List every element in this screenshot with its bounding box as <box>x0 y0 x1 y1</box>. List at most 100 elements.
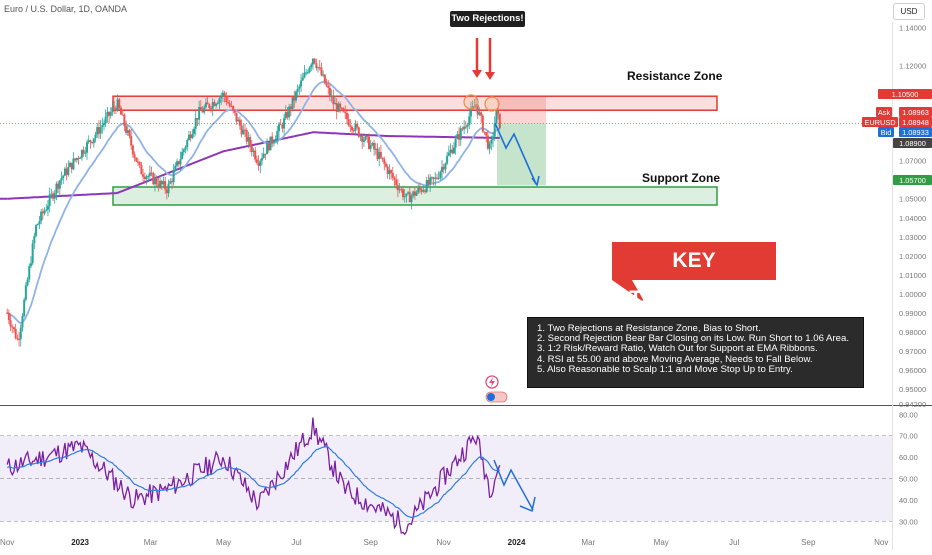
time-tick-label: Mar <box>144 538 158 547</box>
candle-body <box>498 113 501 129</box>
candle-body <box>430 177 433 179</box>
candle-body <box>210 107 213 109</box>
candle-body <box>204 102 207 108</box>
candle-body <box>142 174 145 177</box>
candle-body <box>19 327 22 340</box>
candle-body <box>164 181 167 190</box>
candle-body <box>478 112 481 115</box>
candle-body <box>374 148 377 150</box>
candle-body <box>225 96 228 103</box>
candle-body <box>272 141 275 143</box>
time-tick-label: Sep <box>801 538 816 547</box>
candle-body <box>31 243 34 264</box>
price-tick-label: 1.01000 <box>899 271 926 280</box>
candle-body <box>369 144 372 149</box>
candle-body <box>45 209 48 211</box>
candle-body <box>152 173 155 185</box>
candle-body <box>342 108 345 112</box>
candle-body <box>254 150 257 160</box>
candle-body <box>140 165 143 175</box>
candle-body <box>182 149 185 152</box>
price-tick-label: 0.96000 <box>899 366 926 375</box>
candle-body <box>113 107 116 109</box>
candle-body <box>18 339 21 341</box>
price-tag <box>899 107 932 117</box>
candle-body <box>405 193 408 197</box>
toggle-knob[interactable] <box>487 393 495 401</box>
candle-body <box>332 96 335 105</box>
candle-body <box>276 131 279 140</box>
candle-body <box>488 143 491 149</box>
candle-body <box>103 123 106 126</box>
candle-body <box>111 107 114 113</box>
candle-body <box>373 142 376 150</box>
candle-body <box>266 143 269 155</box>
candle-body <box>116 99 119 111</box>
price-tag-label: 1.08948 <box>902 118 929 127</box>
candle-body <box>65 168 68 175</box>
candle-body <box>412 191 415 196</box>
candle-body <box>252 150 255 153</box>
candle-body <box>298 86 301 89</box>
candle-body <box>170 181 173 183</box>
candle-body <box>293 97 296 101</box>
candle-body <box>9 320 12 327</box>
candle-body <box>432 177 435 179</box>
candle-body <box>191 133 194 139</box>
candle-body <box>199 107 202 111</box>
price-tag-label: Ask <box>878 108 891 117</box>
time-tick-label: Jul <box>291 538 301 547</box>
candle-body <box>259 160 262 166</box>
candle-body <box>220 96 223 99</box>
candle-body <box>296 88 299 92</box>
candle-body <box>172 171 175 183</box>
candle-body <box>403 196 406 198</box>
candle-body <box>381 157 384 160</box>
candle-body <box>361 135 364 142</box>
candle-body <box>418 187 421 190</box>
candle-body <box>228 103 231 106</box>
time-tick-label: Jul <box>729 538 739 547</box>
note-line-3: 3. 1:2 Risk/Reward Ratio, Watch Out for … <box>537 343 818 355</box>
candle-body <box>383 159 386 164</box>
candle-body <box>208 104 211 108</box>
time-tick-label: Nov <box>0 538 14 547</box>
key-takeaways-banner: KEY TAKEAWAYS <box>612 242 776 310</box>
candle-body <box>444 163 447 170</box>
candle-body <box>242 129 245 135</box>
candle-body <box>162 181 165 185</box>
candle-body <box>145 176 148 179</box>
candle-body <box>475 104 478 107</box>
candle-body <box>340 107 343 109</box>
candle-body <box>401 189 404 198</box>
candle-body <box>238 119 241 126</box>
price-projection-arrowhead <box>531 175 540 187</box>
note-line-1: 1. Two Rejections at Resistance Zone, Bi… <box>537 323 761 334</box>
candle-body <box>257 162 260 166</box>
candle-body <box>357 127 360 137</box>
currency-button[interactable]: USD <box>893 3 925 20</box>
candle-body <box>40 211 43 222</box>
time-tick-label: Nov <box>874 538 888 547</box>
candle-body <box>221 92 224 97</box>
candle-body <box>6 312 9 314</box>
candle-body <box>201 110 204 113</box>
candle-body <box>446 155 449 164</box>
candle-body <box>464 126 467 128</box>
candle-body <box>26 279 29 286</box>
candle-body <box>407 192 410 194</box>
symbol-title[interactable]: Euro / U.S. Dollar, 1D, OANDA <box>4 4 128 14</box>
candle-body <box>58 180 61 189</box>
price-tick-label: 1.00000 <box>899 290 926 299</box>
candle-body <box>186 139 189 148</box>
price-tag-label: Bid <box>881 128 892 137</box>
candle-body <box>138 161 141 166</box>
candle-body <box>301 77 304 81</box>
candle-body <box>284 112 287 119</box>
candle-body <box>269 136 272 151</box>
candle-body <box>461 128 464 130</box>
candle-body <box>128 130 131 136</box>
takeaways-note: 1. Two Rejections at Resistance Zone, Bi… <box>527 317 864 388</box>
price-tick-label: 1.04000 <box>899 214 926 223</box>
